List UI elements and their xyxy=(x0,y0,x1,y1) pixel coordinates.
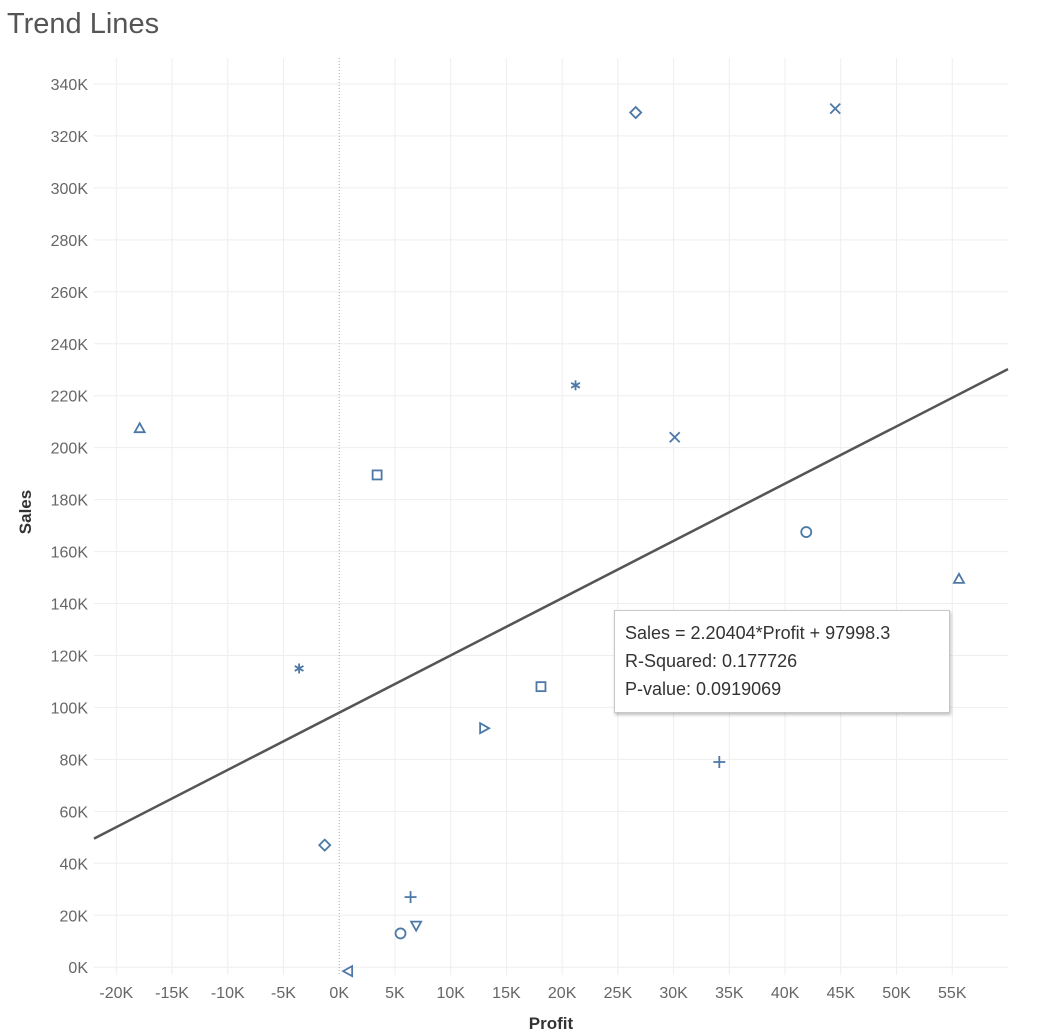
y-tick-label: 40K xyxy=(60,856,89,873)
y-tick-label: 60K xyxy=(60,804,89,821)
y-tick-label: 280K xyxy=(51,233,89,250)
data-point-circle[interactable] xyxy=(800,526,813,538)
data-points xyxy=(133,103,966,978)
x-tick-label: 45K xyxy=(827,985,856,1002)
x-tick-label: 20K xyxy=(548,985,577,1002)
y-tick-label: 80K xyxy=(60,752,89,769)
x-tick-label: 25K xyxy=(604,985,633,1002)
y-tick-label: 220K xyxy=(51,389,89,406)
x-tick-label: 55K xyxy=(938,985,967,1002)
trend-tooltip: Sales = 2.20404*Profit + 97998.3 R-Squar… xyxy=(614,610,950,713)
trend-r-squared: R-Squared: 0.177726 xyxy=(625,651,798,671)
data-point-plus[interactable] xyxy=(713,755,726,768)
data-point-triangle-up[interactable] xyxy=(133,421,147,434)
data-point-asterisk[interactable] xyxy=(570,380,581,391)
x-tick-label: -20K xyxy=(99,985,133,1002)
trend-line[interactable] xyxy=(93,367,1009,840)
x-tick-label: -15K xyxy=(155,985,189,1002)
data-point-diamond[interactable] xyxy=(628,105,643,120)
data-point-circle[interactable] xyxy=(394,927,407,940)
data-point-x[interactable] xyxy=(669,431,681,443)
x-tick-label: 50K xyxy=(882,985,911,1002)
y-tick-label: 300K xyxy=(51,181,89,198)
x-tick-label: 40K xyxy=(771,985,800,1002)
y-tick-label: 140K xyxy=(51,597,89,614)
x-tick-label: 5K xyxy=(385,985,405,1002)
x-axis-ticks: -20K -15K -10K -5K 0K 5K 10K 15K 20K 25K 30K 35K 40K… xyxy=(99,985,966,1002)
y-tick-label: 180K xyxy=(51,493,89,510)
trend-p-value: P-value: 0.0919069 xyxy=(625,679,782,699)
page-title: Trend Lines xyxy=(7,8,160,40)
y-tick-label: 100K xyxy=(51,700,89,717)
grid xyxy=(94,58,1008,975)
data-point-triangle-down[interactable] xyxy=(409,920,423,933)
y-tick-label: 240K xyxy=(51,337,89,354)
data-point-plus[interactable] xyxy=(404,891,417,904)
data-point-triangle-up[interactable] xyxy=(952,571,966,584)
x-tick-label: -5K xyxy=(271,985,296,1002)
y-axis-title: Sales xyxy=(16,490,35,534)
trend-equation: Sales = 2.20404*Profit + 97998.3 xyxy=(625,623,891,643)
y-tick-label: 340K xyxy=(51,77,89,94)
y-tick-label: 120K xyxy=(51,648,89,665)
data-point-triangle-right[interactable] xyxy=(479,721,491,735)
x-axis-title: Profit xyxy=(529,1014,574,1033)
data-point-asterisk[interactable] xyxy=(294,663,304,674)
data-point-square[interactable] xyxy=(371,469,383,481)
y-tick-label: 0K xyxy=(68,960,88,977)
y-axis-ticks: 0K 20K 40K 60K 80K 100K 120K 140K 160K 180K 200K 22… xyxy=(51,77,89,977)
data-point-diamond[interactable] xyxy=(317,838,332,852)
data-point-triangle-left[interactable] xyxy=(341,964,354,978)
x-tick-label: 10K xyxy=(436,985,465,1002)
x-tick-label: -10K xyxy=(211,985,245,1002)
y-tick-label: 20K xyxy=(60,908,89,925)
y-tick-label: 320K xyxy=(51,129,89,146)
y-tick-label: 160K xyxy=(51,545,89,562)
x-tick-label: 0K xyxy=(329,985,349,1002)
y-tick-label: 200K xyxy=(51,441,89,458)
data-point-square[interactable] xyxy=(535,681,547,693)
y-tick-label: 260K xyxy=(51,285,89,302)
x-tick-label: 30K xyxy=(659,985,688,1002)
data-point-x[interactable] xyxy=(829,103,841,115)
trend-line-group xyxy=(93,367,1009,840)
x-tick-label: 15K xyxy=(492,985,521,1002)
x-tick-label: 35K xyxy=(715,985,744,1002)
